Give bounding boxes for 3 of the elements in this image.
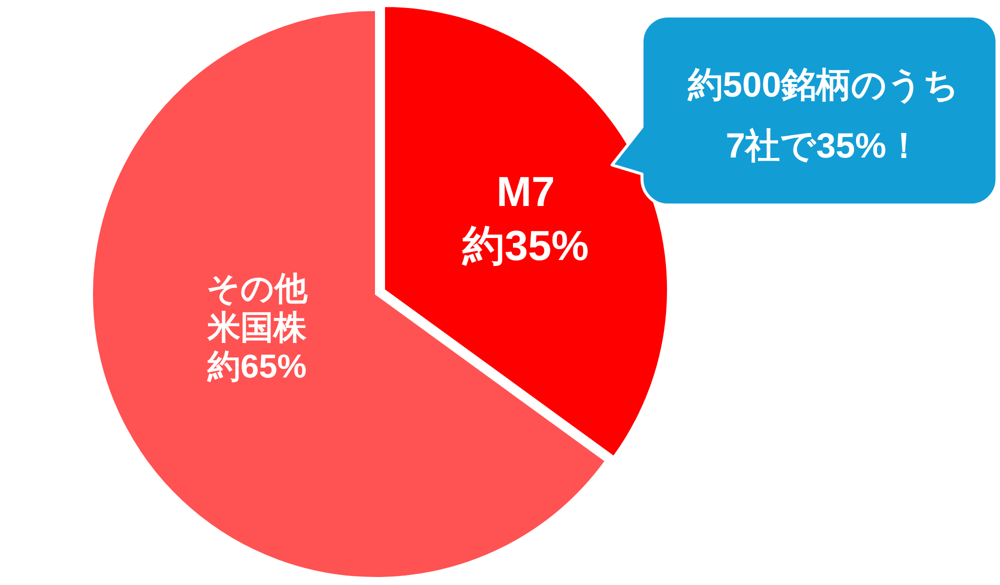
slice-label: M7 約35% [462,168,589,269]
slice-label: その他米国株 約65% [206,270,308,385]
annotation: 約500銘柄のうち7社で35%！ [688,66,960,166]
